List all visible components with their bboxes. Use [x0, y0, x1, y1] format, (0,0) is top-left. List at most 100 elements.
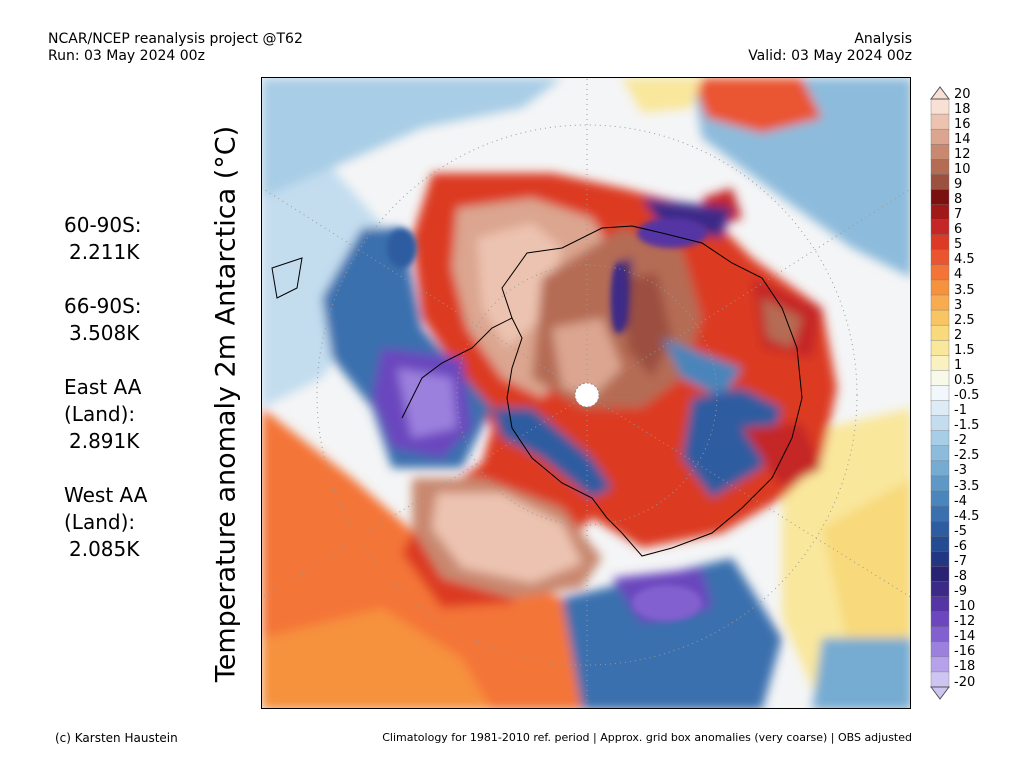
run-time: Run: 03 May 2024 00z [48, 48, 205, 64]
colorbar-label: 9 [954, 177, 963, 192]
anomaly-detail [387, 218, 707, 621]
colorbar-label: -20 [954, 674, 976, 690]
colorbar-label: 20 [954, 86, 971, 102]
colorbar-label: 2 [954, 327, 963, 343]
colorbar-swatch [930, 520, 950, 537]
colorbar-label: 10 [954, 161, 971, 177]
model-name: NCAR/NCEP reanalysis project @T62 [48, 31, 303, 47]
colorbar-swatch [930, 98, 950, 115]
colorbar-label: -10 [954, 599, 976, 615]
colorbar-swatch [930, 400, 950, 417]
colorbar-label: -3 [954, 463, 967, 479]
analysis-label: Analysis [854, 31, 912, 47]
stat-value: 3.508K [69, 321, 140, 345]
colorbar-swatch [930, 641, 950, 658]
colorbar-swatch [930, 536, 950, 553]
anomaly-map [261, 77, 911, 709]
colorbar-swatch [930, 219, 950, 236]
colorbar-swatch [930, 234, 950, 251]
colorbar-swatch [930, 113, 950, 130]
colorbar-swatch [930, 385, 950, 402]
colorbar-swatch [930, 159, 950, 176]
colorbar-label: -16 [954, 644, 976, 660]
colorbar-label: 0.5 [954, 373, 975, 388]
colorbar-label: -9 [954, 584, 967, 599]
stat-west-aa: West AA (Land): 2.085K [64, 482, 194, 563]
colorbar-label: -3.5 [954, 478, 980, 494]
colorbar-swatch [930, 566, 950, 583]
antarctica-coastline [501, 225, 803, 557]
colorbar-swatch [930, 355, 950, 372]
stat-label: 60-90S: [64, 213, 142, 237]
colorbar-label: 1.5 [954, 342, 975, 358]
colorbar-label: -2.5 [954, 448, 980, 464]
colorbar-label: 4 [954, 267, 963, 283]
run-info: NCAR/NCEP reanalysis project @T62 Run: 0… [48, 31, 303, 65]
colorbar-label: 5 [954, 237, 963, 253]
colorbar-label: 16 [954, 116, 971, 132]
colorbar-swatch [930, 204, 950, 221]
colorbar-swatch [930, 581, 950, 598]
stat-label: West AA (Land): [64, 483, 148, 534]
colorbar-swatch [930, 249, 950, 266]
south-pole-marker [574, 382, 600, 408]
valid-info: Analysis Valid: 03 May 2024 00z [748, 31, 912, 65]
map-title: Temperature anomaly 2m Antarctica (°C) [210, 125, 242, 683]
colorbar-bottom-arrow [930, 686, 950, 700]
colorbar-swatch [930, 430, 950, 447]
colorbar-top-arrow [930, 86, 950, 100]
colorbar-label: 8 [954, 192, 963, 207]
stat-value: 2.085K [69, 537, 140, 561]
stat-60-90s: 60-90S: 2.211K [64, 212, 194, 266]
colorbar-swatch [930, 671, 950, 688]
colorbar-label: 3 [954, 297, 963, 313]
colorbar-label: -4.5 [954, 508, 980, 524]
colorbar-label: -6 [954, 538, 967, 554]
graticule [262, 78, 910, 708]
colorbar-swatch [930, 174, 950, 191]
colorbar-label: 7 [954, 207, 963, 223]
colorbar-label: -18 [954, 659, 976, 675]
valid-time: Valid: 03 May 2024 00z [748, 48, 912, 64]
colorbar-swatch [930, 309, 950, 326]
colorbar-swatch [930, 144, 950, 161]
colorbar-swatch [930, 294, 950, 311]
colorbar-label: 3.5 [954, 282, 975, 298]
colorbar-swatch [930, 189, 950, 206]
colorbar-label: 1 [954, 357, 963, 373]
antarctic-peninsula-coastline [401, 317, 513, 419]
colorbar-label: 14 [954, 131, 971, 147]
stat-66-90s: 66-90S: 3.508K [64, 293, 194, 347]
stat-value: 2.211K [69, 240, 140, 264]
anomaly-field [262, 78, 910, 708]
colorbar-swatch [930, 626, 950, 643]
colorbar-swatch [930, 551, 950, 568]
colorbar-swatch [930, 264, 950, 281]
colorbar-label: -12 [954, 614, 976, 630]
colorbar-label: -4 [954, 493, 967, 509]
colorbar-label: 12 [954, 146, 971, 162]
colorbar-label: -2 [954, 433, 967, 449]
colorbar-swatch [930, 505, 950, 522]
colorbar-swatch [930, 460, 950, 477]
colorbar-label: -1.5 [954, 418, 980, 434]
colorbar-swatch [930, 370, 950, 387]
colorbar-swatch [930, 656, 950, 673]
stat-value: 2.891K [69, 429, 140, 453]
colorbar-label: -7 [954, 553, 967, 569]
colorbar-label: -14 [954, 629, 976, 645]
colorbar-label: -0.5 [954, 388, 980, 403]
copyright: (c) Karsten Haustein [55, 731, 178, 745]
colorbar-swatch [930, 128, 950, 145]
colorbar-swatch [930, 611, 950, 628]
colorbar-label: -1 [954, 403, 967, 419]
colorbar-label: 2.5 [954, 312, 975, 328]
colorbar-label: -8 [954, 569, 967, 584]
colorbar-swatch [930, 340, 950, 357]
colorbar-swatch [930, 490, 950, 507]
colorbar-label: -5 [954, 523, 967, 539]
stat-label: East AA (Land): [64, 375, 142, 426]
colorbar-swatches [930, 98, 950, 688]
colorbar-swatch [930, 279, 950, 296]
colorbar-swatch [930, 475, 950, 492]
